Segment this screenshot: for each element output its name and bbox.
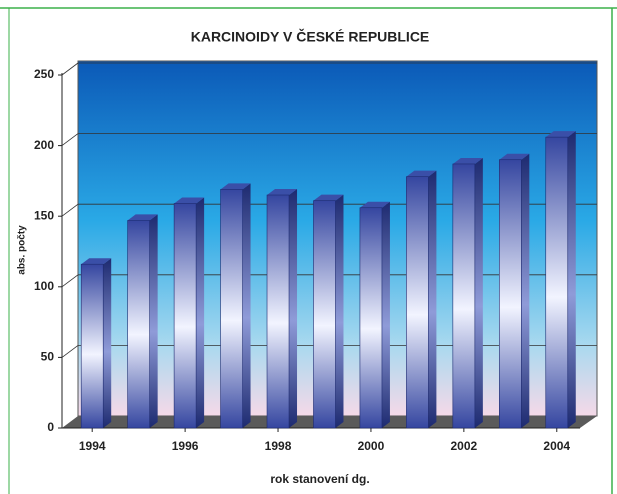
bar-side [149,214,158,428]
bar-top [452,157,483,164]
bar-top [406,170,437,177]
bar-side [474,157,483,428]
x-tick-label: 2004 [543,439,570,453]
bar-side [335,194,344,428]
bar-side [196,197,205,428]
y-tick-label: 150 [34,208,54,222]
bar-side [103,258,112,428]
bar-top [359,201,390,208]
bar [545,136,569,429]
bar-side [428,170,437,428]
bar [173,203,197,429]
bar [266,194,290,429]
bar [127,220,150,429]
grid-line [61,62,79,76]
x-tick-label: 2000 [358,439,385,453]
bar-top [81,258,112,265]
grid-line [61,274,79,288]
bar-top [220,183,251,190]
bar-top [545,131,576,138]
bar [359,207,383,429]
x-tick-label: 1994 [79,439,106,453]
bar-top [499,153,530,160]
bar-side [289,189,298,428]
bar-side [381,201,390,428]
bar-top [174,197,205,204]
grid-line [61,133,79,146]
bar [452,163,476,429]
y-tick-label: 250 [34,67,54,81]
chart-title: KARCINOIDY V ČESKÉ REPUBLICE [191,28,430,45]
x-tick-label: 2002 [451,439,478,453]
bar [499,159,522,429]
x-tick-label: 1998 [265,439,292,453]
bar-top [127,214,158,221]
x-tick-label: 1996 [172,439,199,453]
y-tick-label: 50 [41,350,55,364]
y-tick-label: 200 [34,138,54,152]
y-tick-label: 0 [47,420,54,434]
x-axis-label: rok stanovení dg. [270,472,369,486]
bar [406,176,429,429]
bar-side [521,153,530,428]
bar-side [567,131,576,429]
bar [80,263,104,429]
bar [313,200,336,429]
grid-line [61,203,79,217]
bar-top [267,189,298,196]
bar [220,189,243,429]
grid-line [61,345,79,358]
y-axis-label: abs. počty [17,225,28,275]
bar-side [242,183,251,428]
y-tick-label: 100 [34,279,54,293]
bar-top [313,194,344,201]
